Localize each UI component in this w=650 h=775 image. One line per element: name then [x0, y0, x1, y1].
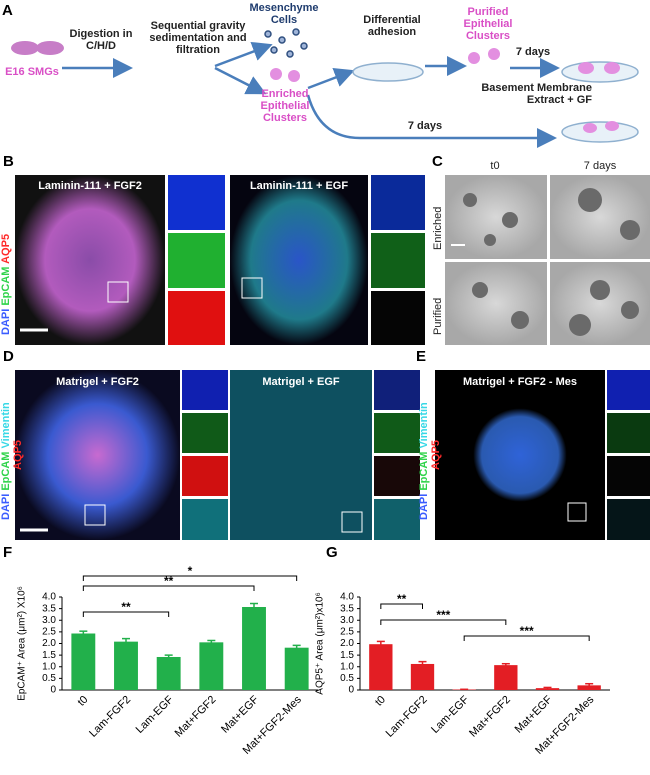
stain-legend: DAPI EpCAM Vimentin — [0, 402, 12, 520]
x-tick-label: t0 — [373, 694, 388, 709]
y-tick-label: 2.0 — [42, 638, 56, 649]
significance-label: ** — [164, 574, 174, 588]
panel-label: A — [2, 2, 13, 19]
stain: EpCAM — [418, 451, 430, 491]
x-tick-label: Mat+FGF2 — [467, 694, 513, 740]
significance-bracket — [82, 575, 298, 581]
y-tick-label: 4.0 — [42, 592, 56, 603]
stain: DAPI — [0, 308, 12, 335]
bar — [284, 647, 309, 690]
x-tick-label: Lam-EGF — [134, 694, 176, 736]
schematic — [11, 28, 639, 148]
significance-bracket — [380, 603, 423, 609]
y-tick-label: 1.0 — [340, 661, 354, 672]
significance-label: *** — [520, 624, 534, 638]
panel-label: G — [326, 544, 338, 561]
micrographs — [15, 175, 650, 540]
step-label: Differential adhesion — [363, 14, 421, 38]
significance-bracket — [463, 635, 590, 641]
y-tick-label: 0.5 — [42, 673, 56, 684]
bar — [577, 685, 601, 690]
y-tick-label: 3.5 — [340, 603, 354, 614]
time-label: 7 days — [515, 46, 551, 58]
x-tick-label: Lam-FGF2 — [87, 694, 133, 740]
y-tick-label: 4.0 — [340, 592, 354, 603]
y-axis-label: AQP5⁺ Area (μm²)x10⁶ — [315, 592, 326, 694]
stain: AQP5 — [0, 233, 12, 264]
condition-label: Laminin-111 + EGF — [249, 180, 349, 192]
time-label: 7 days — [407, 120, 443, 132]
x-tick-label: Lam-FGF2 — [384, 694, 430, 740]
stain-legend: DAPI EpCAM AQP5 — [0, 234, 12, 335]
bar — [494, 665, 518, 690]
y-tick-label: 1.0 — [42, 661, 56, 672]
stain: Vimentin — [0, 402, 12, 449]
y-tick-label: 3.0 — [42, 615, 56, 626]
column-label: t0 — [490, 160, 500, 172]
y-tick-label: 3.5 — [42, 603, 56, 614]
x-tick-label: t0 — [76, 694, 91, 709]
significance-bracket — [380, 619, 507, 625]
y-tick-label: 2.0 — [340, 638, 354, 649]
cell-label: Mesenchyme Cells — [249, 2, 319, 26]
stain: AQP5 — [12, 440, 24, 470]
panel-label: F — [3, 544, 12, 561]
significance-label: *** — [436, 608, 450, 622]
stain-legend: DAPI EpCAM Vimentin — [418, 402, 430, 520]
bar — [535, 688, 560, 690]
panel-label: E — [416, 348, 427, 365]
panel-label: C — [432, 153, 443, 170]
y-tick-label: 0 — [348, 685, 354, 696]
condition-label: Matrigel + EGF — [262, 376, 340, 388]
cell-label: Enriched Epithelial Clusters — [260, 88, 310, 124]
panel-label: B — [3, 153, 14, 170]
bar — [410, 663, 435, 690]
bar — [114, 641, 138, 690]
y-tick-label: 2.5 — [340, 627, 354, 638]
culture-label: Basement Membrane Extract + GF — [481, 82, 592, 106]
y-tick-label: 1.5 — [340, 650, 354, 661]
source-label: E16 SMGs — [5, 66, 59, 78]
condition-label: Matrigel + FGF2 — [56, 376, 139, 388]
stain: DAPI — [418, 493, 430, 520]
column-label: 7 days — [583, 160, 617, 172]
significance-bracket — [82, 611, 170, 617]
bar — [199, 642, 224, 690]
y-tick-label: 3.0 — [340, 615, 354, 626]
condition-label: Laminin-111 + FGF2 — [38, 180, 142, 192]
cell-label: Purified Epithelial Clusters — [463, 6, 513, 42]
significance-label: ** — [121, 600, 131, 614]
stain: Vimentin — [418, 402, 430, 449]
y-axis-label: EpCAM⁺ Area (μm²) X10⁶ — [17, 586, 28, 701]
y-tick-label: 1.5 — [42, 650, 56, 661]
stain: DAPI — [0, 493, 12, 520]
y-tick-label: 0.5 — [340, 673, 354, 684]
stain: EpCAM — [0, 266, 12, 306]
significance-bracket — [82, 585, 255, 591]
x-tick-label: Lam-EGF — [429, 694, 471, 736]
panel-label: D — [3, 348, 14, 365]
bar — [71, 633, 96, 690]
step-label: Sequential gravity sedimentation and fil… — [149, 20, 247, 56]
y-tick-label: 2.5 — [42, 627, 56, 638]
x-tick-label: Mat+EGF — [513, 693, 555, 735]
significance-label: ** — [397, 592, 407, 606]
significance-label: * — [188, 564, 193, 578]
bar — [242, 606, 266, 690]
row-label: Purified — [432, 297, 444, 335]
condition-label: Matrigel + FGF2 - Mes — [463, 376, 577, 388]
y-tick-label: 0 — [50, 685, 56, 696]
x-tick-label: Mat+FGF2 — [173, 694, 219, 740]
x-tick-label: Mat+EGF — [219, 693, 261, 735]
stain: AQP5 — [430, 440, 442, 470]
bar — [156, 656, 181, 690]
bar — [369, 644, 393, 690]
step-label: Digestion in C/H/D — [69, 28, 133, 52]
stain: EpCAM — [0, 451, 12, 491]
row-label: Enriched — [432, 206, 444, 250]
